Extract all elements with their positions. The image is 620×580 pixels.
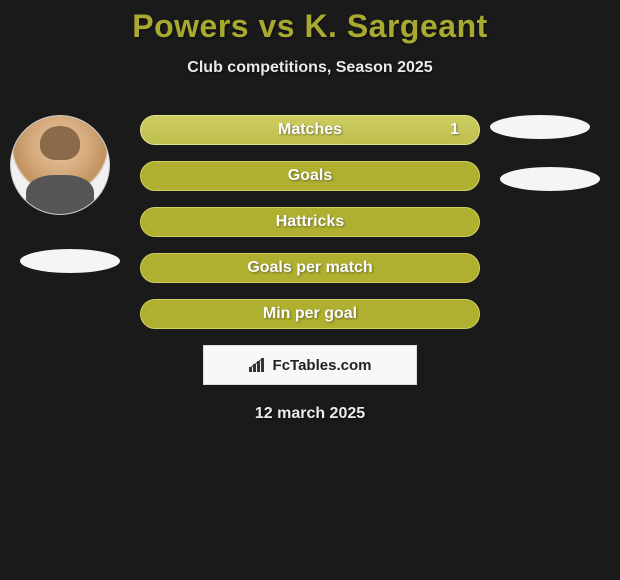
player-right-name-plate-2 — [500, 167, 600, 191]
stat-bar-min-per-goal: Min per goal — [140, 299, 480, 329]
player-left-avatar — [10, 115, 110, 215]
watermark-text: FcTables.com — [273, 357, 372, 374]
watermark: FcTables.com — [203, 345, 417, 385]
stat-label: Matches — [278, 121, 342, 139]
player-left-name-plate — [20, 249, 120, 273]
comparison-panel: Matches 1 Goals Hattricks Goals per matc… — [0, 115, 620, 423]
stat-label: Goals per match — [247, 259, 372, 277]
stat-bar-matches: Matches 1 — [140, 115, 480, 145]
stat-label: Hattricks — [276, 213, 344, 231]
stat-bar-hattricks: Hattricks — [140, 207, 480, 237]
stat-label: Goals — [288, 167, 332, 185]
bars-icon — [249, 358, 267, 372]
player-right-name-plate-1 — [490, 115, 590, 139]
stat-value-right: 1 — [450, 121, 459, 139]
stat-bars: Matches 1 Goals Hattricks Goals per matc… — [140, 115, 480, 329]
page-title: Powers vs K. Sargeant — [0, 0, 620, 45]
stat-bar-goals-per-match: Goals per match — [140, 253, 480, 283]
stat-label: Min per goal — [263, 305, 357, 323]
date-label: 12 march 2025 — [0, 405, 620, 423]
stat-bar-goals: Goals — [140, 161, 480, 191]
subtitle: Club competitions, Season 2025 — [0, 59, 620, 77]
